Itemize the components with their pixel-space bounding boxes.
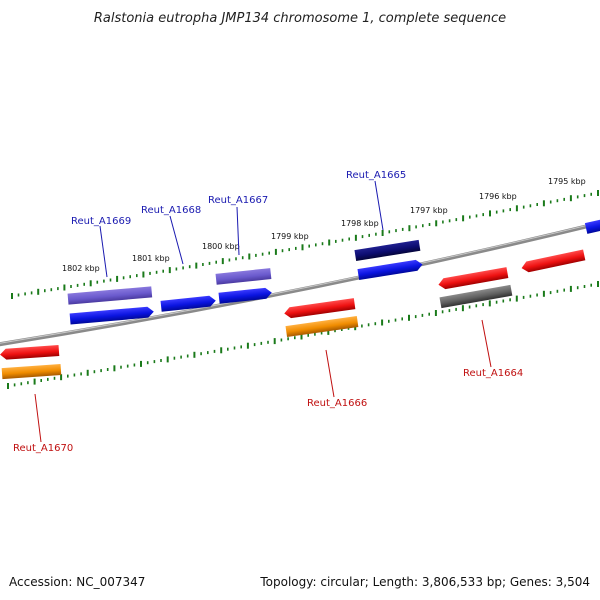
gene-feature[interactable]	[584, 218, 600, 234]
scale-label: 1800 kbp	[202, 242, 240, 251]
leader-line	[34, 393, 42, 443]
scale-labels: 1802 kbp 1801 kbp 1800 kbp 1799 kbp 1798…	[62, 177, 586, 273]
leader-line	[325, 349, 335, 398]
leader-line	[374, 180, 384, 231]
map-title: Ralstonia eutropha JMP134 chromosome 1, …	[94, 11, 506, 26]
gene-leader-lines	[34, 180, 492, 443]
gene-arrow[interactable]	[69, 306, 155, 325]
gene-arrow[interactable]	[284, 298, 356, 319]
scale-label: 1796 kbp	[479, 192, 517, 201]
gene-feature[interactable]	[67, 286, 153, 305]
gene-label[interactable]: Reut_A1666	[307, 398, 367, 409]
reverse-genes	[0, 249, 586, 380]
leader-line	[169, 215, 184, 265]
leader-line	[99, 225, 108, 278]
gene-label[interactable]: Reut_A1670	[13, 443, 73, 454]
gene-arrow[interactable]	[218, 287, 273, 304]
gene-feature[interactable]	[1, 363, 62, 380]
gene-label[interactable]: Reut_A1669	[71, 216, 131, 227]
scale-label: 1802 kbp	[62, 264, 100, 273]
gene-arrow[interactable]	[0, 344, 60, 360]
scale-label: 1795 kbp	[548, 177, 586, 186]
forward-genes	[67, 218, 600, 325]
chromosome-backbone	[0, 221, 600, 347]
scale-label: 1801 kbp	[132, 254, 170, 263]
lower-scale-ticks	[7, 281, 599, 389]
leader-line	[481, 319, 492, 368]
chromosome-backbone-highlight	[0, 221, 600, 344]
gene-arrow[interactable]	[438, 267, 509, 290]
gene-labels-forward: Reut_A1669 Reut_A1668 Reut_A1667 Reut_A1…	[71, 170, 406, 227]
accession-text: Accession: NC_007347	[9, 575, 145, 589]
scale-label: 1799 kbp	[271, 232, 309, 241]
scale-label: 1797 kbp	[410, 206, 448, 215]
upper-scale-ticks	[11, 190, 599, 299]
gene-feature[interactable]	[285, 316, 359, 337]
gene-feature[interactable]	[354, 239, 421, 261]
gene-label[interactable]: Reut_A1665	[346, 170, 406, 181]
scale-label: 1798 kbp	[341, 219, 379, 228]
gene-label[interactable]: Reut_A1667	[208, 195, 268, 206]
gene-arrow[interactable]	[357, 259, 423, 280]
gene-feature[interactable]	[215, 268, 272, 285]
gene-label[interactable]: Reut_A1664	[463, 368, 523, 379]
gene-label[interactable]: Reut_A1668	[141, 205, 201, 216]
gene-arrow[interactable]	[160, 295, 217, 312]
gene-labels-reverse: Reut_A1670 Reut_A1666 Reut_A1664	[13, 368, 523, 454]
leader-line	[236, 206, 240, 256]
gene-feature[interactable]	[439, 284, 513, 309]
gene-arrow[interactable]	[520, 249, 586, 273]
genome-stats-text: Topology: circular; Length: 3,806,533 bp…	[259, 575, 590, 589]
